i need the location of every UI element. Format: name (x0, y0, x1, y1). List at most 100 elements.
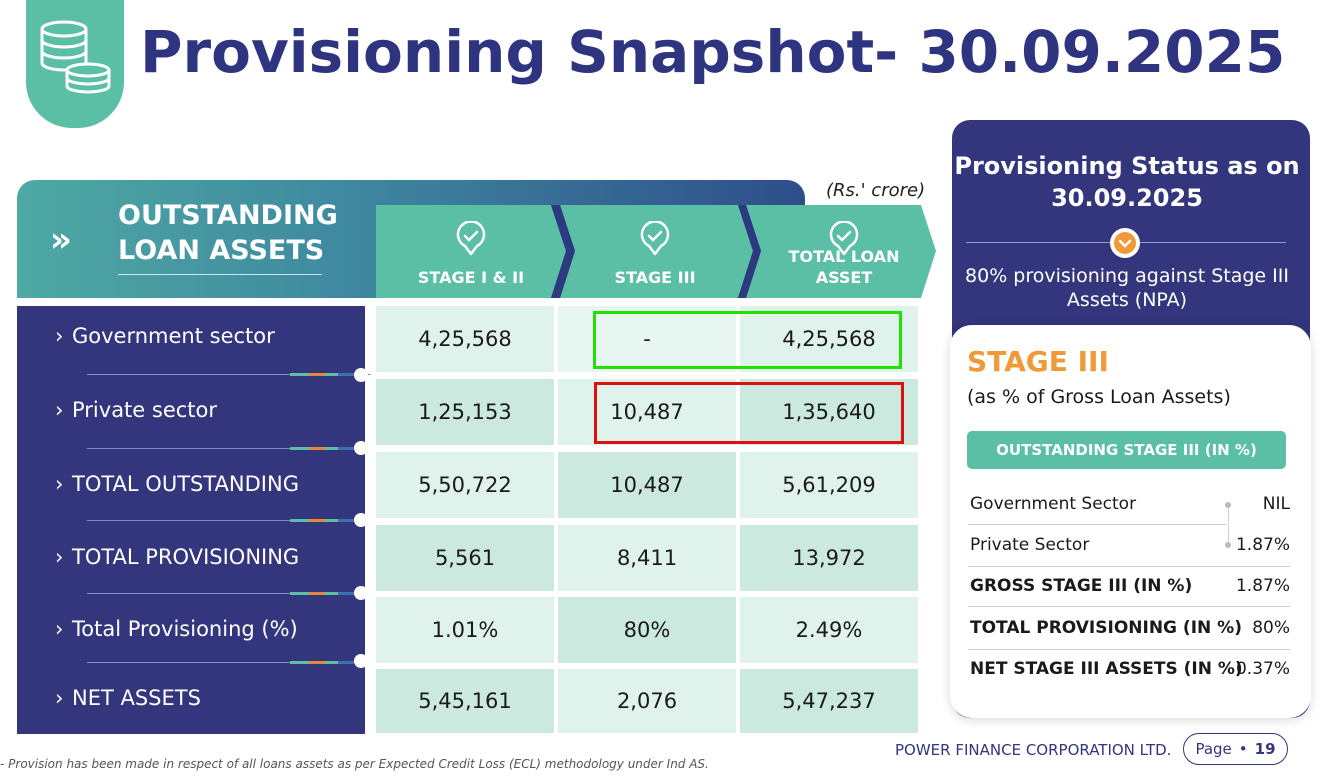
stage3-row-value: 1.87% (1235, 535, 1290, 555)
check-pin-icon (829, 221, 859, 256)
check-pin-icon (640, 221, 670, 256)
row-separator-accent (290, 592, 354, 595)
col-header-total-line1: TOTAL LOAN (788, 247, 900, 266)
row-separator-dot (354, 441, 368, 455)
side-panel-title: Provisioning Status as on 30.09.2025 (952, 150, 1302, 214)
col-header-stage3: STAGE III (560, 205, 750, 298)
stage3-row-value: 0.37% (1235, 659, 1290, 679)
table-cell: 4,25,568 (376, 306, 554, 372)
stage3-row-value: 80% (1252, 618, 1290, 638)
row-separator (87, 593, 355, 594)
table-cell: 2,076 (558, 669, 736, 733)
table-cell: 1,25,153 (376, 379, 554, 445)
stage3-title: STAGE III (967, 345, 1109, 378)
table-cell: 5,561 (376, 525, 554, 591)
section-title-line1: OUTSTANDING (118, 200, 338, 231)
chevron-right-icon: › (55, 324, 64, 348)
table-cell: 80% (558, 597, 736, 663)
row-separator-accent (290, 373, 354, 376)
row-label-text: TOTAL OUTSTANDING (72, 472, 299, 496)
check-pin-icon (456, 221, 486, 256)
page-label: Page (1195, 740, 1232, 758)
row-separator (87, 520, 355, 521)
table-cell: 13,972 (740, 525, 918, 591)
side-panel-subtitle: 80% provisioning against Stage III Asset… (965, 265, 1289, 311)
table-cell: 5,45,161 (376, 669, 554, 733)
col-shape-stage12 (376, 205, 566, 298)
table-cell: 10,487 (558, 452, 736, 518)
bullet-separator: • (1238, 740, 1248, 758)
table-cell: 2.49% (740, 597, 918, 663)
outstanding-stage3-pill: OUTSTANDING STAGE III (IN %) (967, 431, 1286, 469)
col-header-stage12: STAGE I & II (376, 205, 566, 298)
col-header-stage3-label: STAGE III (614, 268, 696, 287)
row-divider (968, 566, 1290, 567)
coin-stack-icon (40, 20, 111, 94)
table-cell: 10,487 (558, 379, 736, 445)
row-separator-dot (354, 368, 368, 382)
company-name: POWER FINANCE CORPORATION LTD. (895, 741, 1172, 759)
section-underline (118, 274, 322, 275)
row-separator-dot (354, 654, 368, 668)
row-divider (968, 524, 1226, 525)
stage3-row-label: Government Sector (970, 494, 1137, 514)
row-divider (968, 649, 1290, 650)
stage3-card (950, 325, 1311, 718)
page-title: Provisioning Snapshot- 30.09.2025 (140, 18, 1286, 86)
stage3-row-label: NET STAGE III ASSETS (IN %) (970, 659, 1243, 679)
row-separator-accent (290, 519, 354, 522)
chevron-right-icon: › (55, 686, 64, 710)
table-cell: 5,61,209 (740, 452, 918, 518)
table-cell: 4,25,568 (740, 306, 918, 372)
col-header-total: TOTAL LOAN ASSET (750, 205, 938, 298)
table-cell: 5,50,722 (376, 452, 554, 518)
highlight-box-red (594, 382, 904, 444)
row-separator-dot (354, 513, 368, 527)
row-label-text: Total Provisioning (%) (72, 617, 298, 641)
bracket-dot (1225, 502, 1231, 508)
row-label-government: › Government sector (17, 306, 371, 375)
row-separator-dot (354, 586, 368, 600)
section-title-line2: LOAN ASSETS (118, 235, 325, 266)
stage3-subtitle: (as % of Gross Loan Assets) (967, 386, 1231, 408)
stage3-row-label: Private Sector (970, 535, 1090, 555)
row-label-private: › Private sector (17, 374, 365, 450)
row-separator (87, 448, 355, 449)
row-label-text: TOTAL PROVISIONING (72, 545, 300, 569)
unit-note: (Rs.' crore) (826, 180, 926, 201)
col-header-stage12-label: STAGE I & II (417, 268, 525, 287)
row-label-text: NET ASSETS (72, 686, 201, 710)
table-cell: 1,35,640 (740, 379, 918, 445)
table-cell: - (558, 306, 736, 372)
double-chevron-icon: » (50, 220, 72, 260)
stage3-row-value: 1.87% (1235, 576, 1290, 596)
row-label-total-outstanding: › TOTAL OUTSTANDING (17, 450, 365, 522)
side-title-line1: Provisioning Status as on (954, 152, 1300, 180)
stage3-row-value: NIL (1262, 494, 1290, 514)
section-title: OUTSTANDING LOAN ASSETS (118, 198, 338, 268)
row-separator-accent (290, 661, 354, 664)
side-title-line2: 30.09.2025 (1051, 184, 1203, 212)
row-label-provisioning-pct: › Total Provisioning (%) (17, 594, 365, 666)
row-divider (968, 606, 1290, 607)
row-label-text: Government sector (72, 324, 275, 348)
table-cell: 8,411 (558, 525, 736, 591)
chevron-right-icon: › (55, 617, 64, 641)
stage3-row-label: GROSS STAGE III (IN %) (970, 576, 1193, 596)
row-separator (87, 662, 355, 663)
highlight-box-green (593, 311, 902, 369)
bracket-dot (1225, 542, 1231, 548)
table-cell: 1.01% (376, 597, 554, 663)
table-cell: 5,47,237 (740, 669, 918, 733)
chevron-right-icon: › (55, 472, 64, 496)
logo-tab (26, 0, 124, 128)
col-header-total-line2: ASSET (815, 268, 873, 287)
chevron-down-icon (1114, 232, 1136, 254)
row-label-text: Private sector (72, 398, 218, 422)
page-number: 19 (1254, 740, 1276, 758)
stage3-row-label: TOTAL PROVISIONING (IN %) (970, 618, 1242, 638)
row-separator (87, 374, 355, 375)
page-indicator: Page • 19 (1183, 733, 1288, 765)
chevron-right-icon: › (55, 545, 64, 569)
bracket-line (1228, 504, 1229, 546)
